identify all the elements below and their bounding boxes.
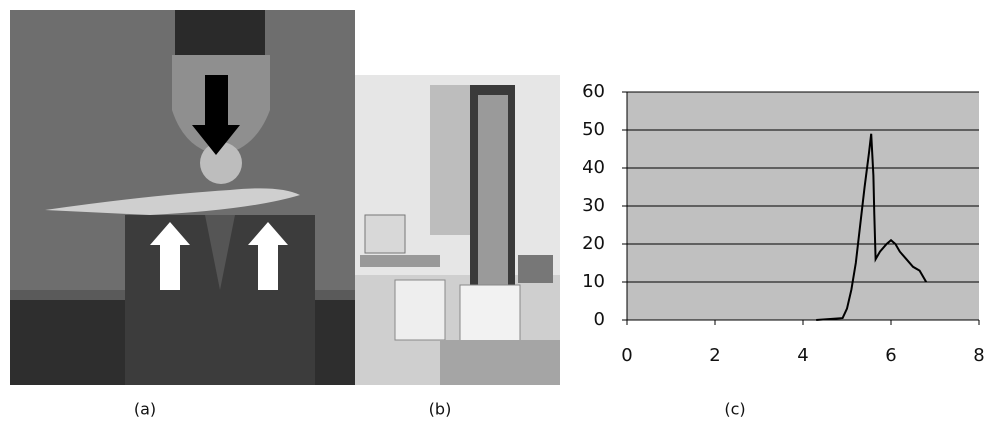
panel-label: (b) <box>429 400 452 419</box>
photo-bending-test <box>10 10 355 385</box>
y-tick-label: 60 <box>582 81 605 102</box>
y-tick-label: 40 <box>582 157 605 178</box>
x-tick-label: 4 <box>797 345 808 366</box>
x-tick-label: 0 <box>621 345 632 366</box>
photo-testing-machine <box>355 75 560 385</box>
panel-label: (a) <box>134 400 156 419</box>
figure: 0 10 20 30 40 50 60 0 2 4 6 8 (a) (b) (c) <box>0 0 989 426</box>
y-tick-label: 0 <box>594 309 605 330</box>
chart: 0 10 20 30 40 50 60 0 2 4 6 8 <box>560 75 989 385</box>
y-tick-label: 30 <box>582 195 605 216</box>
y-tick-label: 20 <box>582 233 605 254</box>
y-tick-label: 50 <box>582 119 605 140</box>
panel-label: (c) <box>724 400 745 419</box>
y-tick-label: 10 <box>582 271 605 292</box>
x-tick-label: 8 <box>973 345 984 366</box>
x-tick-label: 6 <box>885 345 896 366</box>
x-tick-label: 2 <box>709 345 720 366</box>
